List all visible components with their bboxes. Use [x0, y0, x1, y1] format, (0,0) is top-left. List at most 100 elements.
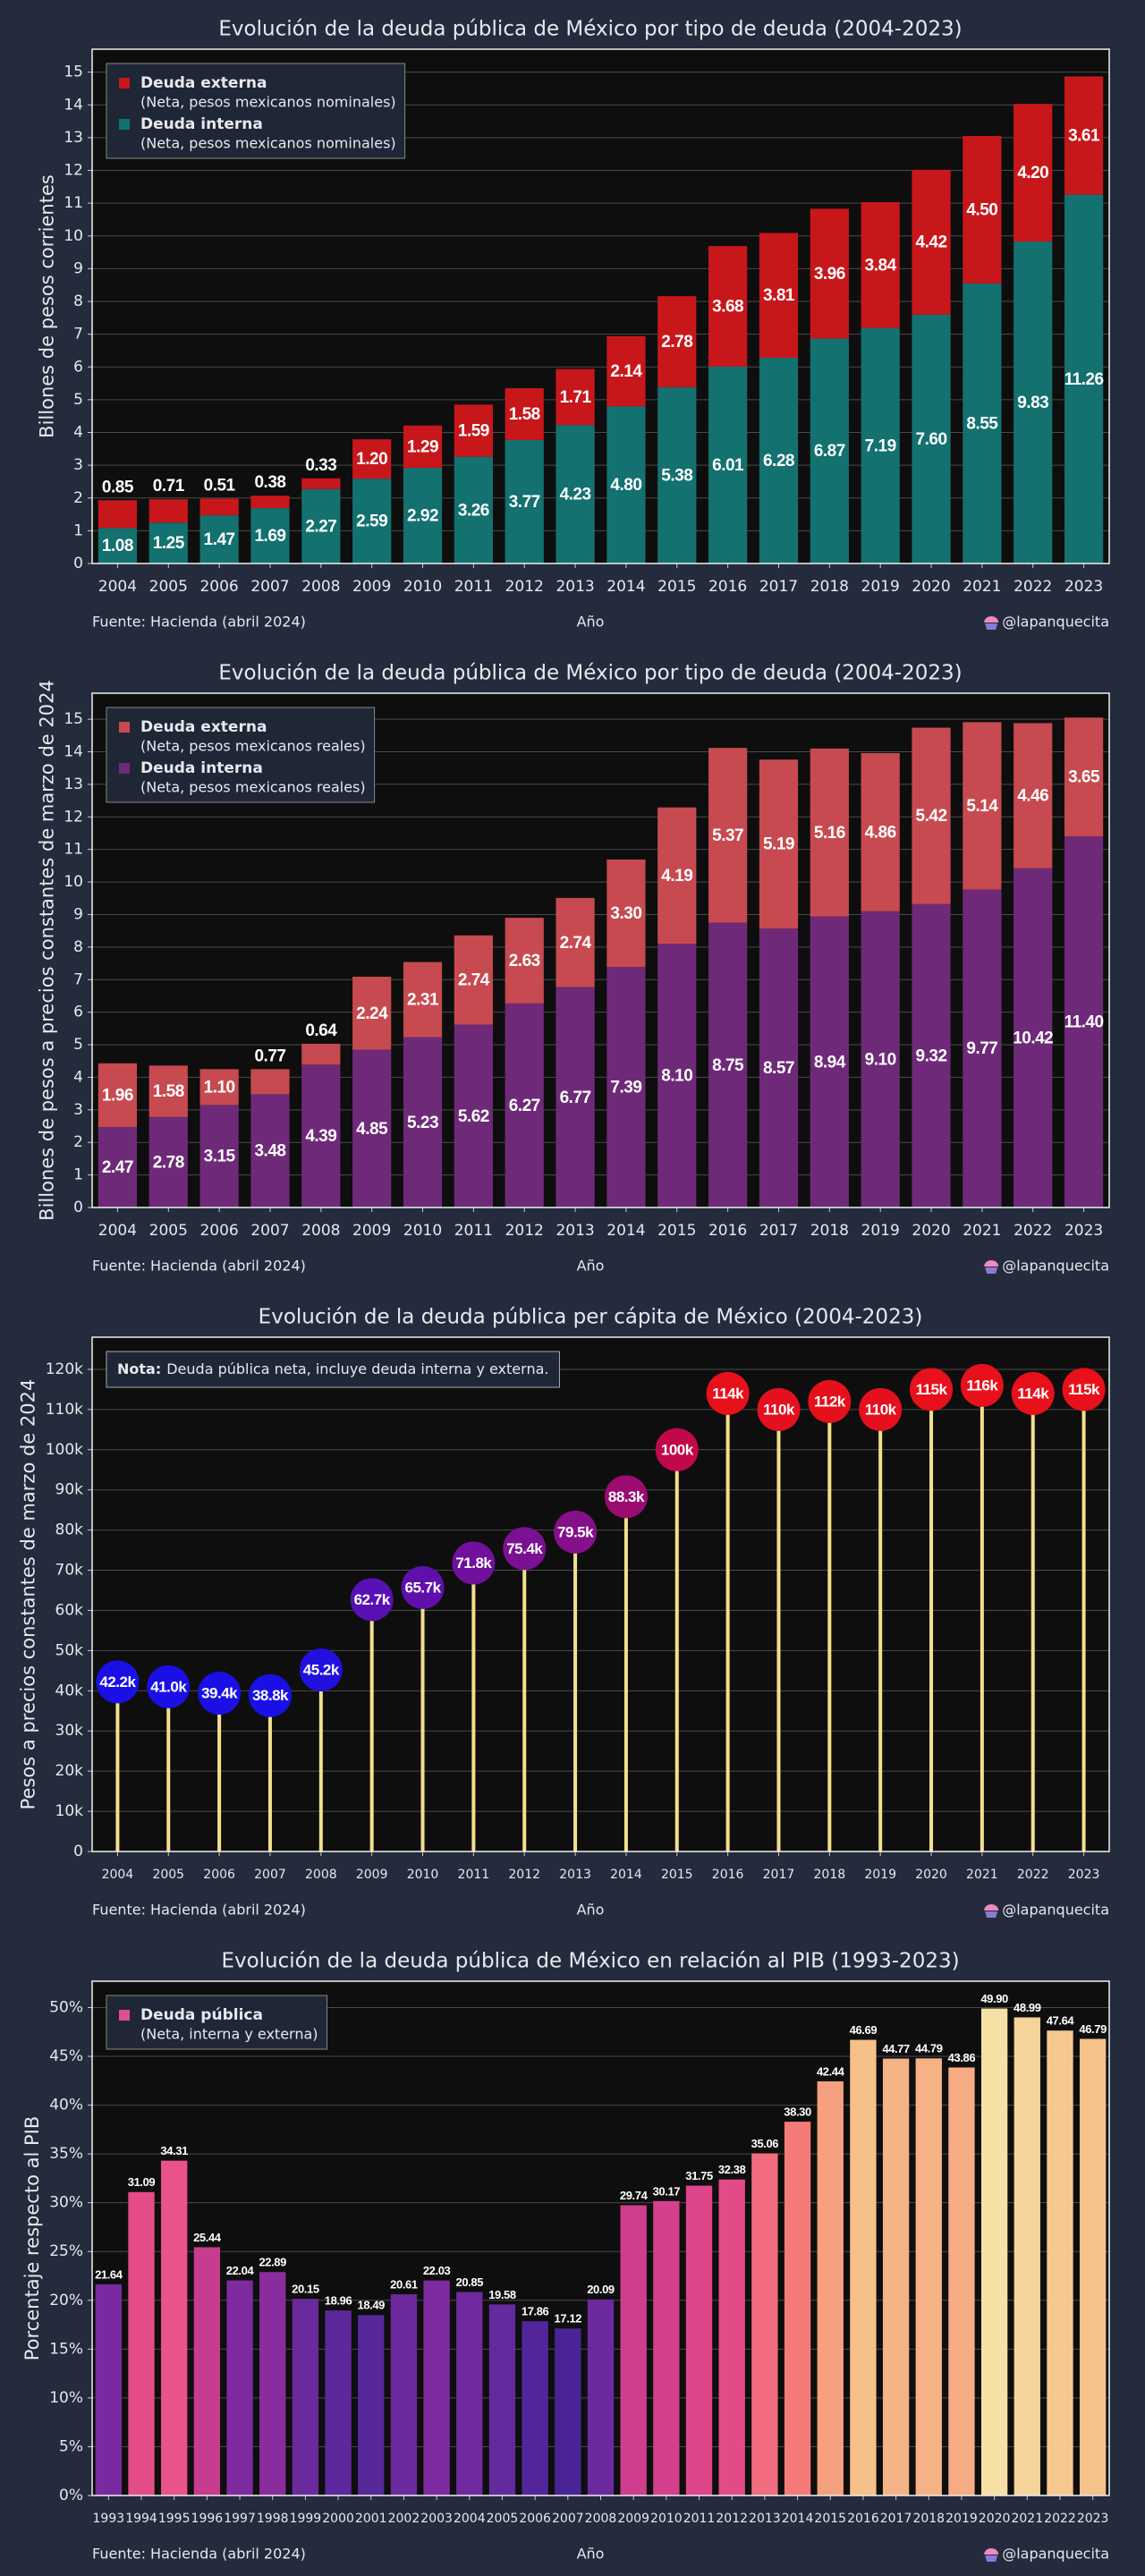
y-tick-label: 13 — [64, 775, 83, 793]
data-label: 3.68 — [712, 298, 743, 317]
x-tick-label: 2004 — [102, 1868, 134, 1882]
x-tick-label: 2019 — [861, 578, 900, 596]
bar — [505, 1003, 544, 1208]
x-tick-label: 2010 — [403, 1222, 442, 1240]
x-tick-label: 2011 — [454, 578, 493, 596]
data-label: 8.55 — [966, 414, 998, 433]
data-label: 2.78 — [153, 1153, 184, 1172]
legend-note: (Neta, interna y externa) — [140, 2026, 318, 2043]
bar — [784, 2122, 811, 2496]
data-label: 3.77 — [509, 493, 540, 512]
x-tick-label: 2022 — [1014, 1222, 1052, 1240]
lollipop-head — [503, 1527, 547, 1571]
y-axis-label: Porcentaje respecto al PIB — [21, 2116, 43, 2360]
credit-icon-top — [984, 1904, 999, 1911]
bar — [606, 967, 646, 1208]
data-label: 17.86 — [522, 2305, 549, 2318]
x-tick-label: 2014 — [606, 578, 645, 596]
bar — [657, 807, 697, 945]
note-body: Deuda pública neta, incluye deuda intern… — [166, 1360, 548, 1377]
bar — [912, 727, 951, 904]
data-label: 100k — [661, 1441, 694, 1458]
data-label: 3.26 — [458, 501, 489, 520]
bar — [657, 296, 697, 387]
data-label: 2.74 — [458, 971, 490, 990]
y-tick-label: 11 — [64, 841, 83, 859]
lollipop-head — [859, 1387, 903, 1431]
x-tick-label: 2014 — [606, 1222, 645, 1240]
data-label: 8.10 — [661, 1067, 692, 1086]
x-tick-label: 1998 — [257, 2512, 289, 2526]
y-tick-label: 15 — [64, 64, 83, 81]
x-tick-label: 2019 — [946, 2512, 978, 2526]
bar — [657, 944, 697, 1208]
bar — [454, 935, 493, 1025]
data-label: 4.39 — [305, 1127, 336, 1146]
data-label: 44.77 — [882, 2042, 910, 2055]
bar — [587, 2299, 615, 2496]
bar — [352, 1049, 392, 1208]
x-tick-label: 2015 — [814, 2512, 846, 2526]
legend-label: Deuda pública — [140, 2006, 263, 2024]
bar — [1014, 868, 1053, 1208]
bar — [522, 2321, 548, 2496]
x-tick-label: 2016 — [712, 1868, 744, 1882]
bar — [98, 500, 138, 529]
y-tick-label: 0 — [73, 1843, 83, 1860]
bar — [454, 456, 493, 564]
data-label: 5.38 — [661, 466, 692, 485]
y-tick-label: 4 — [73, 1068, 83, 1086]
chart-panel: Evolución de la deuda pública per cápita… — [18, 1306, 1110, 1919]
credit-icon-top — [984, 616, 999, 623]
data-label: 29.74 — [620, 2189, 649, 2202]
plot-border — [91, 1980, 1110, 2496]
x-tick-label: 2011 — [454, 1222, 493, 1240]
y-tick-label: 25% — [49, 2242, 83, 2260]
source: Fuente: Hacienda (abril 2024) — [92, 1258, 306, 1275]
x-axis-label: Año — [577, 1258, 605, 1275]
bar — [148, 1065, 188, 1117]
x-tick-label: 2006 — [199, 578, 238, 596]
y-tick-label: 6 — [73, 358, 83, 376]
y-tick-label: 9 — [73, 905, 83, 923]
x-tick-label: 2003 — [420, 2512, 453, 2526]
x-tick-label: 2018 — [810, 1222, 849, 1240]
bar — [250, 496, 290, 509]
bar — [250, 508, 290, 564]
data-label: 116k — [966, 1377, 998, 1394]
bar — [505, 388, 544, 440]
data-label: 4.42 — [916, 233, 947, 252]
data-label: 5.62 — [458, 1107, 489, 1126]
bar — [556, 425, 595, 564]
bar — [751, 2153, 778, 2496]
bar — [250, 1094, 290, 1208]
bar — [555, 2328, 581, 2496]
legend-note: (Neta, pesos mexicanos nominales) — [140, 135, 396, 152]
x-tick-label: 2020 — [979, 2512, 1011, 2526]
data-label: 17.12 — [555, 2312, 582, 2326]
data-label: 75.4k — [506, 1540, 543, 1557]
data-label: 9.32 — [916, 1046, 947, 1065]
y-tick-label: 3 — [73, 1101, 83, 1119]
data-label: 18.49 — [357, 2299, 385, 2312]
chart-title: Evolución de la deuda pública per cápita… — [259, 1306, 923, 1329]
data-label: 6.87 — [814, 442, 845, 461]
bar — [352, 439, 392, 479]
x-tick-label: 2013 — [556, 1222, 594, 1240]
x-tick-label: 2022 — [1017, 1868, 1049, 1882]
bar — [488, 2304, 516, 2496]
data-label: 48.99 — [1014, 2001, 1041, 2014]
y-tick-label: 100k — [46, 1441, 83, 1459]
y-tick-label: 14 — [64, 743, 83, 761]
bar — [1064, 194, 1104, 564]
y-tick-label: 70k — [55, 1562, 84, 1580]
y-tick-label: 120k — [46, 1360, 83, 1378]
y-tick-label: 0% — [59, 2487, 83, 2504]
bar — [708, 366, 748, 564]
credit: @lapanquecita — [1002, 1258, 1109, 1275]
x-tick-label: 2012 — [505, 1222, 544, 1240]
source: Fuente: Hacienda (abril 2024) — [92, 1902, 306, 1919]
y-tick-label: 7 — [73, 326, 83, 343]
bar — [199, 515, 239, 564]
